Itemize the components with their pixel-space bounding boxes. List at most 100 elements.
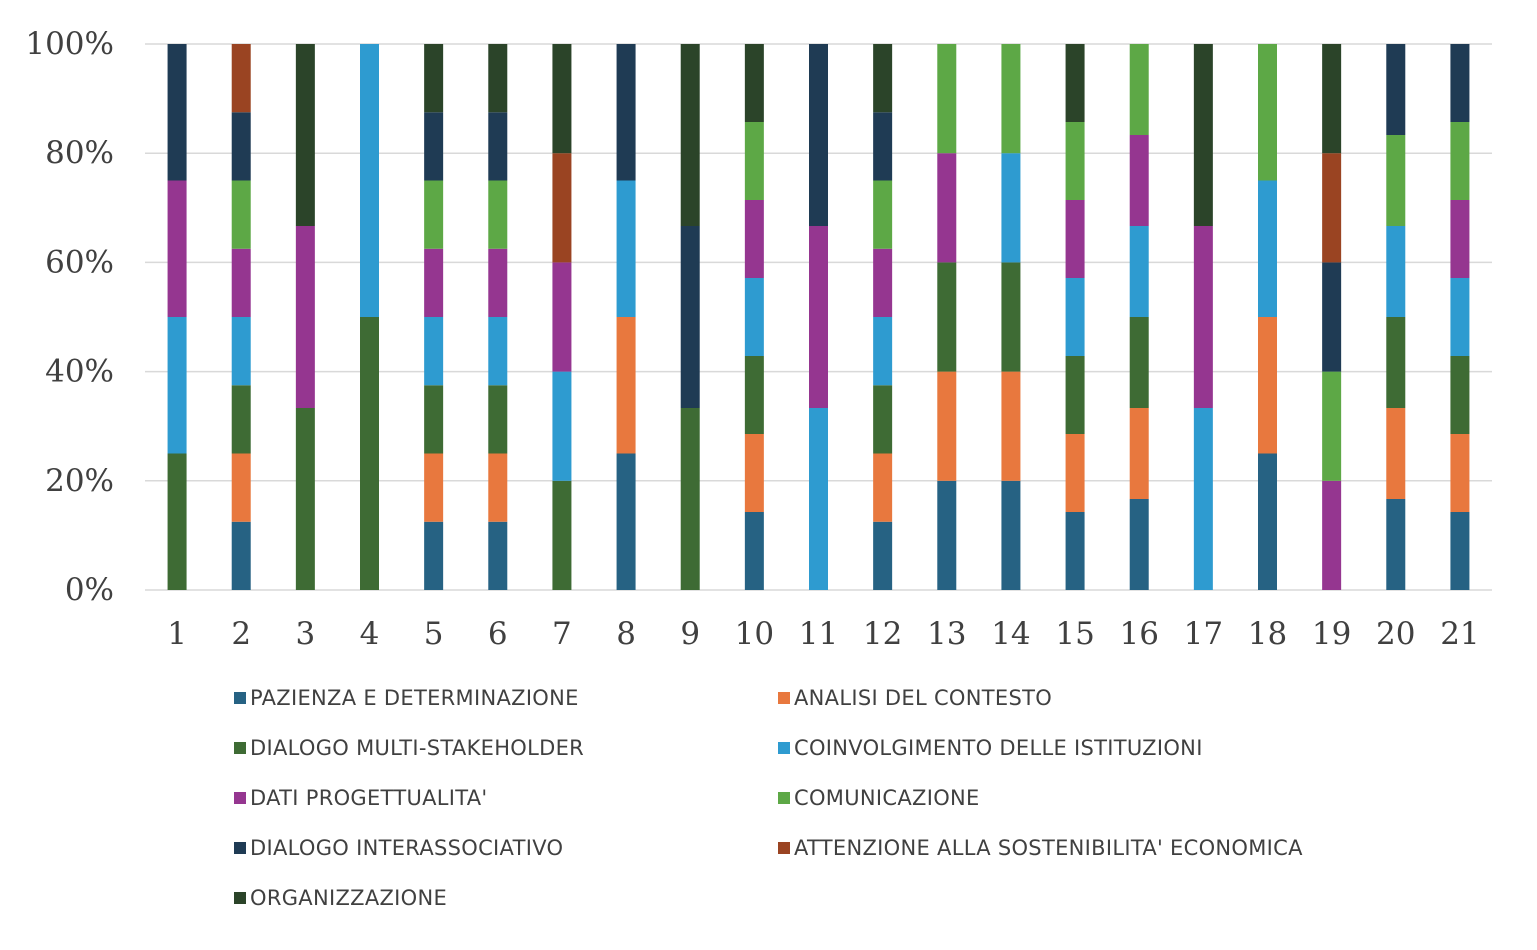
bar-segment [1193, 226, 1213, 408]
bar-segment [744, 278, 764, 356]
bar-segment [1065, 44, 1085, 122]
bar-segment [1001, 44, 1021, 154]
bar-segment [424, 248, 444, 317]
bar-segment [1322, 371, 1342, 481]
bar-segment [1129, 499, 1149, 590]
bar-segment [1065, 512, 1085, 590]
bar-segment [1386, 317, 1406, 408]
bar-segment [1322, 44, 1342, 154]
bar-segment [488, 44, 508, 113]
y-tick-label: 0% [65, 572, 114, 608]
legend-label: COMUNICAZIONE [794, 786, 980, 810]
bar-segment [1258, 453, 1277, 590]
bar-segment [1258, 180, 1277, 317]
legend-label: ATTENZIONE ALLA SOSTENIBILITA' ECONOMICA [794, 836, 1303, 860]
legend-swatch [778, 742, 790, 754]
bar-segment [488, 521, 508, 590]
legend-swatch [778, 692, 790, 704]
x-tick-label: 11 [799, 616, 838, 652]
bar-segment [616, 317, 636, 454]
bar-segment [231, 44, 251, 113]
bar-segment [424, 44, 444, 113]
x-tick-label: 1 [167, 616, 187, 652]
bar-segment [1386, 499, 1406, 590]
x-tick-label: 5 [424, 616, 444, 652]
bar-segment [616, 44, 636, 181]
bar-segment [873, 521, 893, 590]
bar-segment [680, 408, 700, 590]
bar-segment [424, 112, 444, 181]
bar-segment [1386, 135, 1406, 226]
legend-label: DIALOGO MULTI-STAKEHOLDER [250, 736, 585, 760]
x-tick-label: 20 [1376, 616, 1415, 652]
bar-segment [231, 317, 251, 386]
bar-segment [873, 453, 893, 522]
bar-segment [1129, 44, 1149, 135]
bar-segment [1258, 44, 1277, 181]
bar-segment [1450, 44, 1470, 122]
legend-item: ANALISI DEL CONTESTO [778, 686, 1052, 710]
bar-segment [1065, 356, 1085, 434]
bar-segment [231, 248, 251, 317]
bar-segment [488, 453, 508, 522]
bar-segment [873, 248, 893, 317]
bar-segment [1193, 408, 1213, 590]
y-tick-label: 40% [45, 354, 114, 390]
bar-segment [167, 180, 187, 317]
bar-segment [167, 317, 187, 454]
bar-segment [1065, 278, 1085, 356]
bar-segment [167, 453, 187, 590]
bar-segment [1450, 512, 1470, 590]
bar-segment [360, 317, 379, 590]
bar-segment [873, 180, 893, 249]
legend-swatch [234, 742, 246, 754]
bar-segment [552, 44, 572, 154]
bar-segment [424, 453, 444, 522]
bar-segment [937, 44, 957, 154]
bar-segment [744, 356, 764, 434]
bar-segment [552, 262, 572, 372]
legend-label: COINVOLGIMENTO DELLE ISTITUZIONI [794, 736, 1203, 760]
bar-segment [1450, 434, 1470, 512]
bar-segment [231, 112, 251, 181]
legend-item: ORGANIZZAZIONE [234, 886, 447, 910]
bar-segment [1450, 278, 1470, 356]
bar-segment [680, 226, 700, 408]
bar-segment [424, 180, 444, 249]
bar-segment [488, 317, 508, 386]
y-tick-label: 100% [25, 26, 114, 62]
bar-segment [1001, 480, 1021, 590]
legend-swatch [234, 692, 246, 704]
x-tick-label: 6 [488, 616, 508, 652]
legend-swatch [778, 792, 790, 804]
bar-segment [488, 180, 508, 249]
bar-segment [1129, 226, 1149, 317]
bar-segment [744, 44, 764, 122]
bar-segment [1129, 135, 1149, 226]
bar-segment [231, 385, 251, 454]
legend-swatch [234, 792, 246, 804]
legend-item: DIALOGO MULTI-STAKEHOLDER [234, 736, 584, 760]
bar-segment [1001, 153, 1021, 263]
legend-item: ATTENZIONE ALLA SOSTENIBILITA' ECONOMICA [778, 836, 1303, 860]
bar-segment [1386, 44, 1406, 135]
bar-segment [1129, 317, 1149, 408]
x-tick-label: 3 [295, 616, 315, 652]
bar-segment [488, 248, 508, 317]
bar-segment [488, 112, 508, 181]
bar-segment [744, 122, 764, 200]
bar-segment [552, 371, 572, 481]
bar-segment [1322, 262, 1342, 372]
bar-segment [680, 44, 700, 226]
legend-swatch [778, 842, 790, 854]
legend-label: PAZIENZA E DETERMINAZIONE [250, 686, 579, 710]
x-tick-label: 14 [991, 616, 1030, 652]
bar-segment [744, 434, 764, 512]
y-tick-label: 20% [45, 463, 114, 499]
bar-segment [424, 317, 444, 386]
x-tick-label: 9 [680, 616, 700, 652]
bar-segment [1386, 408, 1406, 499]
legend-label: DIALOGO INTERASSOCIATIVO [250, 836, 564, 860]
bar-segment [873, 317, 893, 386]
x-tick-label: 17 [1184, 616, 1223, 652]
